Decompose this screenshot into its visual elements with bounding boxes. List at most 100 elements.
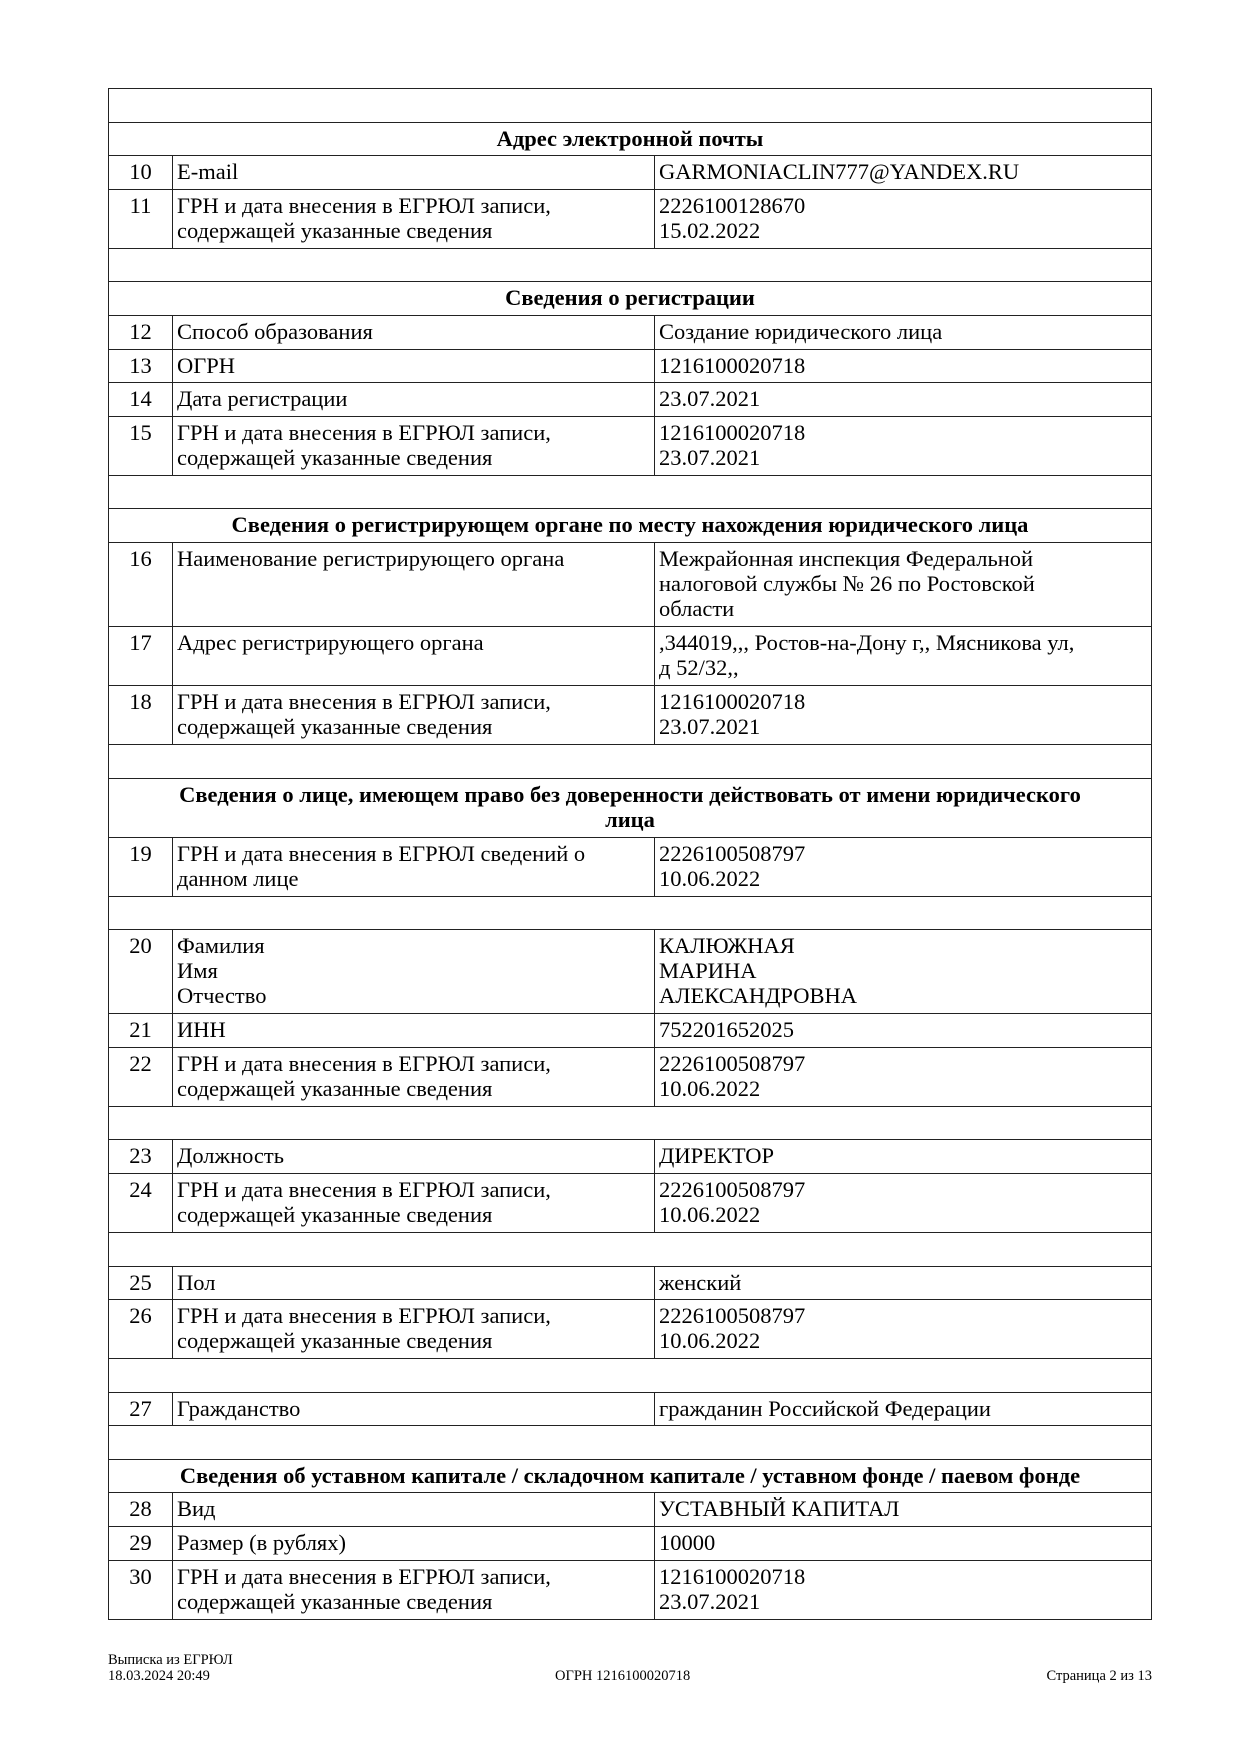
empty-row bbox=[108, 743, 1152, 779]
field-label: ГРН и дата внесения в ЕГРЮЛ записи, соде… bbox=[172, 415, 655, 476]
empty-cell bbox=[108, 895, 1152, 931]
table-row: 29 Размер (в рублях) 10000 bbox=[108, 1526, 1152, 1561]
footer-datetime: 18.03.2024 20:49 bbox=[108, 1668, 210, 1684]
row-number: 22 bbox=[108, 1046, 173, 1107]
footer-ogrn: ОГРН 1216100020718 bbox=[555, 1668, 691, 1684]
empty-cell bbox=[108, 1358, 1152, 1393]
field-value: КАЛЮЖНАЯ МАРИНА АЛЕКСАНДРОВНА bbox=[654, 929, 1152, 1015]
empty-row bbox=[108, 474, 1152, 510]
empty-row bbox=[108, 895, 1152, 931]
table-row: 24 ГРН и дата внесения в ЕГРЮЛ записи, со… bbox=[108, 1172, 1152, 1233]
table-row: 23 Должность ДИРЕКТОР bbox=[108, 1139, 1152, 1174]
section-header-row: Сведения о регистрирующем органе по мест… bbox=[108, 508, 1152, 543]
field-label: Размер (в рублях) bbox=[172, 1526, 655, 1561]
field-label: Адрес регистрирующего органа bbox=[172, 625, 655, 686]
table-row: 11 ГРН и дата внесения в ЕГРЮЛ записи, со… bbox=[108, 188, 1152, 249]
empty-cell bbox=[108, 474, 1152, 510]
row-number: 23 bbox=[108, 1139, 173, 1174]
table-row: 15 ГРН и дата внесения в ЕГРЮЛ записи, со… bbox=[108, 415, 1152, 476]
table-row: 22 ГРН и дата внесения в ЕГРЮЛ записи, со… bbox=[108, 1046, 1152, 1107]
field-value: 1216100020718 bbox=[654, 348, 1152, 384]
empty-row bbox=[108, 247, 1152, 283]
field-label: ОГРН bbox=[172, 348, 655, 384]
egrul-table: Адрес электронной почты 10 E-mail GARMONIAC… bbox=[108, 88, 1152, 1620]
field-value: 1216100020718 23.07.2021 bbox=[654, 684, 1152, 745]
section-title: Адрес электронной почты bbox=[108, 121, 1152, 157]
row-number: 20 bbox=[108, 929, 173, 1015]
row-number: 17 bbox=[108, 625, 173, 686]
table-row: 26 ГРН и дата внесения в ЕГРЮЛ записи, со… bbox=[108, 1299, 1152, 1360]
field-value: 2226100508797 10.06.2022 bbox=[654, 1046, 1152, 1107]
field-value: 752201652025 bbox=[654, 1013, 1152, 1048]
section-header-row: Сведения о лице, имеющем право без довер… bbox=[108, 777, 1152, 838]
field-value: GARMONIACLIN777@YANDEX.RU bbox=[654, 155, 1152, 190]
field-value: 10000 bbox=[654, 1526, 1152, 1561]
field-label: Должность bbox=[172, 1139, 655, 1174]
table-row: 17 Адрес регистрирующего органа ,344019,,,… bbox=[108, 625, 1152, 686]
row-number: 18 bbox=[108, 684, 173, 745]
empty-row bbox=[108, 1105, 1152, 1141]
field-value: 1216100020718 23.07.2021 bbox=[654, 415, 1152, 476]
field-value: ,344019,,, Ростов-на-Дону г,, Мясникова … bbox=[654, 625, 1152, 686]
field-value: Межрайонная инспекция Федеральной налого… bbox=[654, 541, 1152, 627]
field-label: Фамилия Имя Отчество bbox=[172, 929, 655, 1015]
section-header-row: Адрес электронной почты bbox=[108, 121, 1152, 157]
section-title: Сведения об уставном капитале / складочн… bbox=[108, 1458, 1152, 1494]
row-number: 29 bbox=[108, 1526, 173, 1561]
row-number: 13 bbox=[108, 348, 173, 384]
empty-cell bbox=[108, 1425, 1152, 1460]
field-value: 23.07.2021 bbox=[654, 382, 1152, 417]
table-row: 28 Вид УСТАВНЫЙ КАПИТАЛ bbox=[108, 1492, 1152, 1528]
row-number: 10 bbox=[108, 155, 173, 190]
table-row: 16 Наименование регистрирующего органа Меж… bbox=[108, 541, 1152, 627]
field-label: ГРН и дата внесения в ЕГРЮЛ записи, соде… bbox=[172, 1559, 655, 1620]
table-row: 10 E-mail GARMONIACLIN777@YANDEX.RU bbox=[108, 155, 1152, 190]
section-title: Сведения о регистрирующем органе по мест… bbox=[108, 508, 1152, 543]
row-number: 11 bbox=[108, 188, 173, 249]
field-label: Наименование регистрирующего органа bbox=[172, 541, 655, 627]
row-number: 27 bbox=[108, 1391, 173, 1427]
field-label: ГРН и дата внесения в ЕГРЮЛ записи, соде… bbox=[172, 1172, 655, 1233]
table-row: 14 Дата регистрации 23.07.2021 bbox=[108, 382, 1152, 417]
table-row: 19 ГРН и дата внесения в ЕГРЮЛ сведений о… bbox=[108, 836, 1152, 897]
field-label: Гражданство bbox=[172, 1391, 655, 1427]
empty-row bbox=[108, 1358, 1152, 1393]
table-row: 21 ИНН 752201652025 bbox=[108, 1013, 1152, 1048]
field-value: 2226100128670 15.02.2022 bbox=[654, 188, 1152, 249]
row-number: 12 bbox=[108, 314, 173, 350]
row-number: 25 bbox=[108, 1265, 173, 1301]
field-value: гражданин Российской Федерации bbox=[654, 1391, 1152, 1427]
field-value: 2226100508797 10.06.2022 bbox=[654, 836, 1152, 897]
field-label: Дата регистрации bbox=[172, 382, 655, 417]
row-number: 16 bbox=[108, 541, 173, 627]
table-row: 13 ОГРН 1216100020718 bbox=[108, 348, 1152, 384]
table-row: 25 Пол женский bbox=[108, 1265, 1152, 1301]
field-value: Создание юридического лица bbox=[654, 314, 1152, 350]
empty-cell bbox=[108, 88, 1152, 123]
field-label: ИНН bbox=[172, 1013, 655, 1048]
field-value: 2226100508797 10.06.2022 bbox=[654, 1172, 1152, 1233]
field-value: УСТАВНЫЙ КАПИТАЛ bbox=[654, 1492, 1152, 1528]
field-value: 1216100020718 23.07.2021 bbox=[654, 1559, 1152, 1620]
footer-left: Выписка из ЕГРЮЛ 18.03.2024 20:49 bbox=[108, 1652, 233, 1684]
empty-cell bbox=[108, 247, 1152, 283]
row-number: 19 bbox=[108, 836, 173, 897]
row-number: 15 bbox=[108, 415, 173, 476]
section-header-row: Сведения об уставном капитале / складочн… bbox=[108, 1458, 1152, 1494]
empty-row bbox=[108, 1425, 1152, 1460]
section-header-row: Сведения о регистрации bbox=[108, 281, 1152, 316]
row-number: 24 bbox=[108, 1172, 173, 1233]
row-number: 14 bbox=[108, 382, 173, 417]
field-value: ДИРЕКТОР bbox=[654, 1139, 1152, 1174]
field-label: E-mail bbox=[172, 155, 655, 190]
field-label: ГРН и дата внесения в ЕГРЮЛ записи, соде… bbox=[172, 188, 655, 249]
empty-cell bbox=[108, 1105, 1152, 1141]
empty-cell bbox=[108, 743, 1152, 779]
empty-cell bbox=[108, 1231, 1152, 1267]
field-label: ГРН и дата внесения в ЕГРЮЛ записи, соде… bbox=[172, 684, 655, 745]
row-number: 26 bbox=[108, 1299, 173, 1360]
field-value: женский bbox=[654, 1265, 1152, 1301]
field-label: ГРН и дата внесения в ЕГРЮЛ сведений о д… bbox=[172, 836, 655, 897]
table-row: 18 ГРН и дата внесения в ЕГРЮЛ записи, со… bbox=[108, 684, 1152, 745]
field-label: ГРН и дата внесения в ЕГРЮЛ записи, соде… bbox=[172, 1299, 655, 1360]
